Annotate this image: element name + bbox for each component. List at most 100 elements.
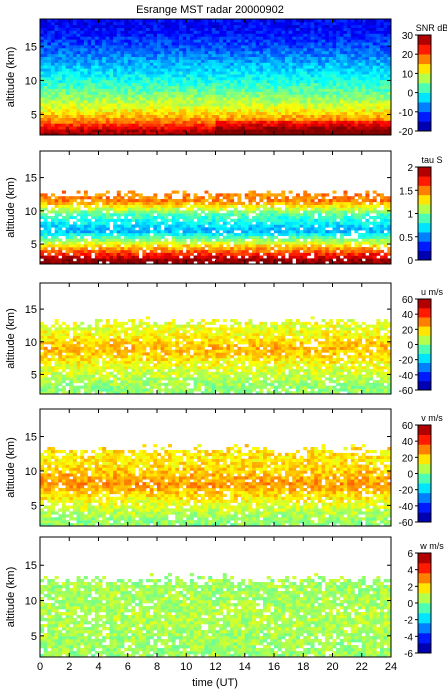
y-tick-label: 10	[25, 596, 37, 608]
panel-tau: 5 10 15 altitude (km) tau S 2 1.5 1 0.5 0	[5, 150, 443, 267]
colorbar-swatch	[418, 213, 431, 224]
colorbar-swatch	[418, 371, 431, 382]
y-tick-label: 15	[25, 173, 37, 185]
colorbar-swatch	[418, 222, 431, 233]
colorbar-tick-label: 0	[407, 599, 413, 610]
colorbar-swatch	[418, 63, 431, 74]
colorbar-swatch	[418, 102, 431, 113]
y-tick-label: 10	[25, 337, 37, 349]
colorbar-swatch	[418, 483, 431, 494]
x-tick-label: 0	[37, 661, 43, 673]
colorbar-swatch	[418, 583, 431, 594]
x-axis-label: time (UT)	[192, 677, 238, 689]
x-tick-label: 10	[180, 661, 192, 673]
x-tick-label: 2	[66, 661, 72, 673]
colorbar-tick-label: 6	[407, 549, 413, 560]
colorbar-swatch	[418, 317, 431, 327]
colorbar-tick-label: 0	[407, 470, 413, 481]
x-tick-label: 18	[297, 661, 309, 673]
y-tick-label: 10	[25, 206, 37, 218]
colorbar-tick-label: -40	[399, 502, 414, 513]
colorbar-swatch	[418, 111, 431, 122]
colorbar-swatch	[418, 593, 431, 604]
colorbar-swatch	[418, 473, 431, 484]
colorbar-swatch	[418, 623, 431, 634]
colorbar-tick-label: 0	[407, 256, 413, 267]
y-tick-label: 10	[25, 466, 37, 478]
colorbar-swatch	[418, 73, 431, 84]
x-tick-label: 12	[209, 661, 221, 673]
colorbar-tick-label: 40	[402, 437, 414, 448]
y-tick-label: 10	[25, 75, 37, 87]
figure-title: Esrange MST radar 20000902	[136, 4, 284, 16]
x-tick-label: 22	[356, 661, 368, 673]
colorbar-tick-label: 2	[407, 163, 413, 174]
x-tick-label: 20	[326, 661, 338, 673]
colorbar-tick-label: -60	[399, 518, 414, 529]
colorbar-swatch	[418, 633, 431, 644]
y-tick-label: 15	[25, 432, 37, 444]
colorbar-tick-label: -20	[399, 127, 414, 138]
colorbar-swatch	[418, 573, 431, 584]
colorbar-label: v m/s	[421, 413, 443, 423]
colorbar-tick-label: -20	[399, 356, 414, 367]
colorbar-swatch	[418, 185, 431, 196]
colorbar-swatch	[418, 434, 431, 445]
colorbar-swatch	[418, 444, 431, 455]
colorbar-tick-label: 60	[402, 421, 414, 432]
heatmap-cells-snr	[40, 19, 392, 136]
colorbar-swatch	[418, 603, 431, 614]
colorbar-swatch	[418, 463, 431, 474]
y-tick-label: 5	[31, 500, 37, 512]
y-tick-label: 15	[25, 41, 37, 53]
x-tick-label: 6	[125, 661, 131, 673]
colorbar-label: SNR dB	[416, 23, 447, 33]
colorbar-tick-label: 30	[402, 31, 414, 42]
colorbar-tick-label: -60	[399, 386, 414, 397]
colorbar-swatch	[418, 643, 431, 654]
colorbar-swatch	[418, 250, 431, 261]
colorbar-swatch	[418, 425, 431, 435]
colorbar-tick-label: 2	[407, 582, 413, 593]
colorbar-swatch	[418, 454, 431, 465]
colorbar-swatch	[418, 232, 431, 242]
y-axis-label: altitude (km)	[5, 437, 17, 498]
y-tick-label: 5	[31, 631, 37, 643]
panel-v: 5 10 15 altitude (km) v m/s 60 40 20 0 -20 -40 -60	[5, 408, 443, 529]
colorbar-swatch	[418, 299, 431, 309]
colorbar-tick-label: 20	[402, 453, 414, 464]
colorbar-swatch	[418, 44, 431, 55]
colorbar-label: w m/s	[419, 541, 444, 551]
colorbar-label: tau S	[421, 155, 442, 165]
y-tick-label: 15	[25, 560, 37, 572]
colorbar-frame-snr	[417, 34, 432, 132]
colorbar-swatch	[418, 35, 431, 45]
colorbar-swatch	[418, 380, 431, 391]
colorbar-swatch	[418, 326, 431, 336]
colorbar-label: u m/s	[421, 287, 444, 297]
colorbar-swatch	[418, 553, 431, 564]
colorbar-swatch	[418, 563, 431, 574]
y-axis-label: altitude (km)	[5, 47, 17, 108]
colorbar-swatch	[418, 194, 431, 205]
colorbar-tick-label: 1	[407, 210, 413, 221]
y-tick-label: 5	[31, 369, 37, 381]
colorbar-tick-label: -2	[404, 616, 413, 627]
x-tick-label: 8	[154, 661, 160, 673]
x-tick-label: 16	[268, 661, 280, 673]
colorbar-swatch	[418, 335, 431, 345]
colorbar-swatch	[418, 54, 431, 65]
colorbar-swatch	[418, 204, 431, 214]
colorbar-swatch	[418, 121, 431, 132]
colorbar-swatch	[418, 308, 431, 318]
colorbar-tick-label: 0.5	[399, 233, 413, 244]
y-axis-label: altitude (km)	[5, 567, 17, 628]
x-tick-label: 24	[385, 661, 397, 673]
colorbar-tick-label: 60	[402, 295, 414, 306]
panel-u: 5 10 15 altitude (km) u m/s 60 40 20 0 -20 -40 -60	[5, 282, 444, 397]
y-tick-label: 5	[31, 239, 37, 251]
colorbar-tick-label: 0	[407, 341, 413, 352]
colorbar-tick-label: 40	[402, 310, 414, 321]
